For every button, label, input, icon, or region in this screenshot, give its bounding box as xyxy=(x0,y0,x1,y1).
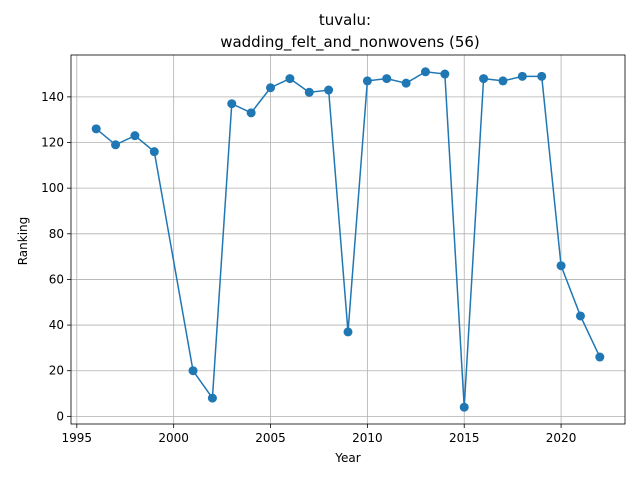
x-axis-label: Year xyxy=(334,451,360,465)
data-point xyxy=(595,352,605,362)
y-axis-label: Ranking xyxy=(16,217,30,266)
x-tick-label: 1995 xyxy=(62,431,93,445)
data-series xyxy=(91,67,605,412)
x-tick-label: 2015 xyxy=(449,431,480,445)
y-tick-label: 120 xyxy=(41,136,64,150)
data-point xyxy=(362,76,372,86)
data-point xyxy=(324,85,334,95)
data-point xyxy=(91,124,101,134)
data-point xyxy=(498,76,508,86)
data-point xyxy=(304,87,314,97)
chart-title-line-1: tuvalu: xyxy=(319,11,371,29)
data-point xyxy=(575,311,585,321)
data-point xyxy=(188,366,198,376)
data-point xyxy=(343,327,353,337)
x-tick-label: 2000 xyxy=(158,431,189,445)
x-tick-label: 2010 xyxy=(352,431,383,445)
ticks: 1995 2000 2005 2010 2015 2020 0 20 40 60 80 100 120 1… xyxy=(41,90,576,445)
data-point xyxy=(459,402,469,412)
y-tick-label: 60 xyxy=(49,272,64,286)
grid-lines xyxy=(71,55,625,424)
chart-title-line-2: wadding_felt_and_nonwovens (56) xyxy=(220,33,480,52)
y-tick-label: 40 xyxy=(49,318,64,332)
data-point xyxy=(479,74,489,84)
y-tick-label: 140 xyxy=(41,90,64,104)
data-point xyxy=(401,78,411,88)
plot-frame xyxy=(70,54,626,425)
data-point xyxy=(111,140,121,150)
data-point xyxy=(556,261,566,271)
data-point xyxy=(266,83,276,93)
data-point xyxy=(207,393,217,403)
axes xyxy=(70,54,626,425)
data-point xyxy=(537,71,547,81)
x-tick-label: 2020 xyxy=(546,431,577,445)
y-tick-label: 80 xyxy=(49,227,64,241)
data-point xyxy=(130,131,140,141)
y-tick-label: 0 xyxy=(56,409,64,423)
data-point xyxy=(285,74,295,84)
data-point xyxy=(246,108,256,118)
data-point xyxy=(227,99,237,109)
data-point xyxy=(420,67,430,77)
y-tick-label: 100 xyxy=(41,181,64,195)
data-point xyxy=(149,147,159,157)
data-point xyxy=(517,71,527,81)
data-point xyxy=(440,69,450,79)
x-tick-label: 2005 xyxy=(255,431,286,445)
data-point xyxy=(382,74,392,84)
y-tick-label: 20 xyxy=(49,364,64,378)
